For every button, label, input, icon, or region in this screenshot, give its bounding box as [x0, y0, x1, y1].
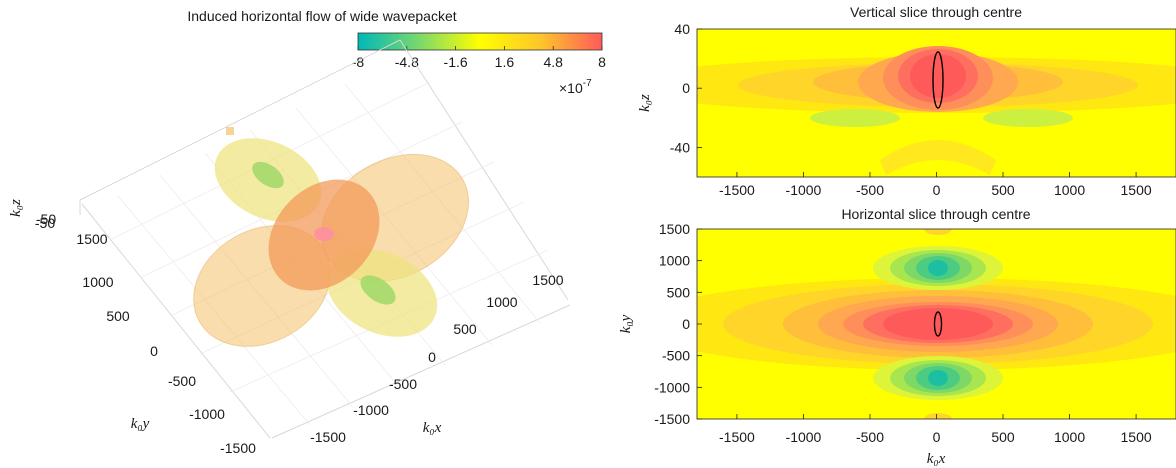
vertical-slice-y-ticks: 40 0 -40: [670, 21, 702, 155]
vertical-slice-contours: [697, 46, 1176, 175]
vertical-slice-x-tick-label: 1000: [1054, 182, 1085, 198]
colorbar-ticks: -8 -4.8 -1.6 1.6 4.8 8: [352, 46, 606, 70]
horizontal-slice-x-ticks: -1500 -1000 -500 0 500 1000 1500: [719, 414, 1152, 445]
colorbar-tick-label: -1.6: [444, 54, 468, 70]
horizontal-slice-contours: [697, 229, 1176, 419]
horizontal-slice-x-tick-label: 1000: [1054, 429, 1085, 445]
horizontal-slice-y-tick-label: -1000: [654, 379, 690, 395]
horizontal-slice-y-tick-label: 1000: [659, 253, 690, 269]
y-tick-3d-label: 1000: [82, 274, 113, 290]
core-centre: [314, 227, 334, 241]
colorbar-tick-label: 8: [598, 54, 606, 70]
horizontal-slice-y-tick-label: -1500: [654, 411, 690, 427]
left-3d-plot: Induced horizontal flow of wide wavepack…: [8, 8, 606, 456]
horizontal-slice-title: Horizontal slice through centre: [841, 206, 1030, 222]
x-tick-3d-label: -1000: [353, 402, 389, 418]
horizontal-slice-y-tick-label: -500: [662, 348, 690, 364]
colorbar: [357, 32, 603, 51]
y-tick-3d-label: -500: [168, 373, 196, 389]
horizontal-slice-panel: Horizontal slice through centre: [618, 206, 1176, 467]
horizontal-slice-xlabel: k₀x: [927, 451, 946, 467]
z-tick-label-2: -50: [36, 211, 56, 227]
colorbar-tick-label: -4.8: [395, 54, 419, 70]
y-tick-3d-label: -1500: [220, 440, 256, 456]
horizontal-slice-x-tick-label: -500: [856, 429, 884, 445]
colorbar-tick-label: 4.8: [543, 54, 563, 70]
vertical-slice-panel: Vertical slice through centre -1500 -1000…: [637, 4, 1176, 198]
horizontal-slice-x-tick-label: 1500: [1121, 429, 1152, 445]
isosurfaces: [193, 127, 470, 347]
vertical-slice-x-tick-label: 500: [991, 182, 1015, 198]
horizontal-slice-x-tick-label: 0: [933, 429, 941, 445]
vertical-slice-y-tick-label: 40: [674, 21, 690, 37]
x-tick-3d-label: 1500: [532, 272, 563, 288]
left-title: Induced horizontal flow of wide wavepack…: [187, 8, 456, 24]
vertical-slice-ylabel: k₀z: [637, 94, 653, 112]
x-tick-3d-label: -500: [389, 376, 417, 392]
z-axis-label: k₀z: [8, 199, 24, 217]
x-axis-label-3d: k₀x: [423, 420, 442, 436]
vertical-slice-title: Vertical slice through centre: [850, 4, 1022, 20]
vertical-slice-x-tick-label: -1500: [719, 182, 755, 198]
vertical-slice-x-tick-label: 1500: [1121, 182, 1152, 198]
vertical-slice-y-tick-label: 0: [682, 80, 690, 96]
vertical-slice-x-tick-label: -1000: [786, 182, 822, 198]
y-axis-label-3d: k₀y: [131, 416, 150, 432]
x-tick-3d-label: 0: [428, 349, 436, 365]
y-tick-3d-label: 0: [150, 343, 158, 359]
x-tick-3d-label: 500: [453, 321, 477, 337]
vertical-slice-x-tick-label: 0: [933, 182, 941, 198]
y-tick-3d-label: -1000: [189, 406, 225, 422]
vertical-slice-x-ticks: -1500 -1000 -500 0 500 1000 1500: [719, 172, 1152, 198]
y-tick-3d-label: 500: [106, 308, 130, 324]
horizontal-slice-ylabel: k₀y: [618, 314, 634, 333]
y-ticks-3d: 1500 1000 500 0 -500 -1000 -1500: [76, 231, 256, 456]
x-ticks-3d: -1500 -1000-500 0 500 1000 1500: [310, 272, 564, 445]
horizontal-slice-x-tick-label: 500: [991, 429, 1015, 445]
core-right: [360, 275, 396, 305]
vertical-slice-x-tick-label: -500: [856, 182, 884, 198]
colorbar-exponent: ×10-7: [559, 78, 592, 96]
z-tick-label: -50: [35, 215, 55, 231]
x-tick-3d-label: 1000: [486, 294, 517, 310]
vertical-slice-y-tick-label: -40: [670, 139, 690, 155]
horizontal-slice-x-tick-label: -1000: [786, 429, 822, 445]
x-tick-3d-label: -1500: [310, 429, 346, 445]
y-tick-3d-label: 1500: [76, 231, 107, 247]
speck: [226, 127, 234, 135]
horizontal-slice-y-ticks: 1500 1000 500 0 -500 -1000 -1500: [654, 221, 702, 427]
core-left: [252, 161, 284, 189]
horizontal-slice-y-tick-label: 500: [667, 284, 691, 300]
colorbar-tick-label: -8: [352, 54, 365, 70]
colorbar-tick-label: 1.6: [495, 54, 515, 70]
horizontal-slice-y-tick-label: 1500: [659, 221, 690, 237]
horizontal-slice-y-tick-label: 0: [682, 316, 690, 332]
horizontal-slice-x-tick-label: -1500: [719, 429, 755, 445]
box-edges: [79, 39, 571, 439]
